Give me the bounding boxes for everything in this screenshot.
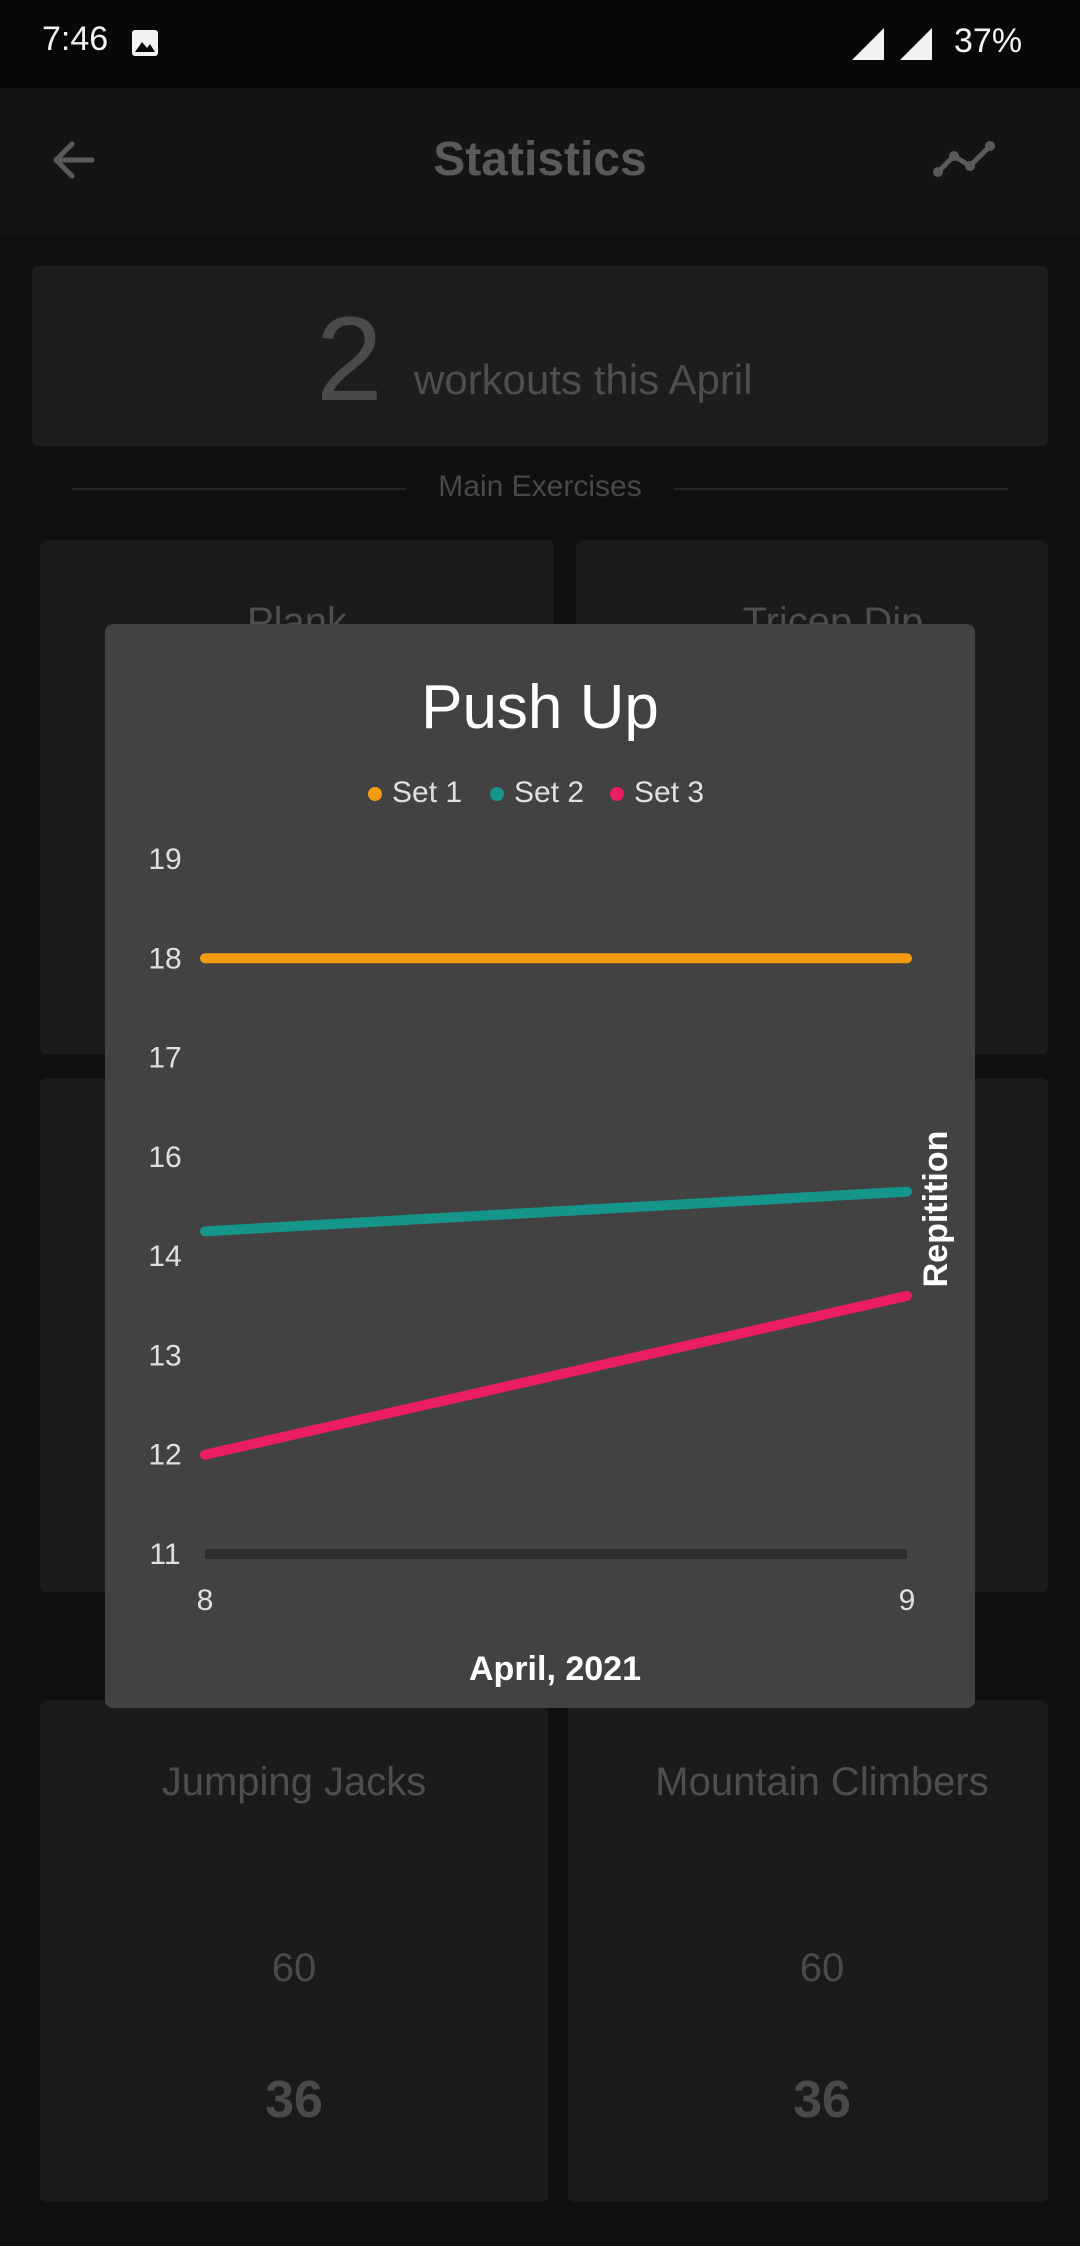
y-tick-label: 14	[148, 1240, 181, 1273]
exercise-value: 60	[271, 1946, 317, 1990]
divider	[674, 488, 1008, 490]
exercise-best: 36	[265, 2071, 323, 2129]
exercise-best: 36	[793, 2071, 851, 2129]
battery-percent: 37%	[954, 22, 1023, 60]
y-tick-label: 11	[149, 1538, 180, 1571]
x-tick-label: 9	[899, 1584, 916, 1617]
legend-item-set-1: Set 1	[368, 776, 462, 810]
legend-dot	[490, 787, 504, 802]
legend-label: Set 1	[392, 776, 463, 809]
exercise-card-jumping-jacks[interactable]	[40, 1700, 548, 2202]
page-title: Statistics	[433, 133, 647, 186]
app-bar	[0, 88, 1080, 234]
chart-title: Push Up	[421, 673, 659, 742]
status-time: 7:46	[42, 20, 109, 58]
exercise-title: Jumping Jacks	[161, 1760, 427, 1804]
x-tick-label: 8	[197, 1584, 214, 1617]
y-tick-label: 16	[148, 1141, 181, 1174]
back-arrow-icon[interactable]	[48, 138, 98, 182]
series-line-set-3	[200, 1290, 912, 1460]
line-chart: 19 18 17 16 14 13 12 11 8 9 April, 2021 Repitition	[148, 843, 955, 1688]
y-axis-label: Repitition	[917, 1131, 955, 1288]
signal-icon	[852, 28, 884, 60]
line-chart-icon[interactable]	[932, 138, 996, 178]
y-tick-label: 12	[148, 1439, 181, 1472]
signal-icon	[900, 28, 932, 60]
exercise-value: 60	[799, 1946, 845, 1990]
exercise-title: Mountain Climbers	[655, 1760, 989, 1804]
y-tick-label: 17	[148, 1042, 181, 1075]
chart-dialog	[105, 624, 975, 1708]
workouts-summary-card	[32, 266, 1048, 446]
y-tick-label: 18	[148, 942, 181, 975]
workouts-label: workouts this April	[414, 356, 753, 403]
x-axis-label: April, 2021	[469, 1650, 641, 1688]
exercise-card-mountain-climbers[interactable]	[568, 1700, 1048, 2202]
legend-label: Set 2	[514, 776, 585, 809]
image-notification-icon	[132, 30, 158, 56]
legend-item-set-3: Set 3	[610, 776, 704, 810]
legend-dot	[610, 787, 624, 802]
workouts-count: 2	[316, 292, 383, 426]
legend-label: Set 3	[634, 776, 705, 809]
legend-dot	[368, 787, 382, 802]
y-tick-label: 13	[148, 1339, 181, 1372]
divider	[72, 488, 406, 490]
series-line-set-2	[200, 1186, 912, 1237]
legend-item-set-2: Set 2	[490, 776, 584, 810]
status-bar	[0, 0, 1080, 88]
y-tick-label: 19	[148, 843, 181, 876]
section-label: Main Exercises	[438, 470, 642, 503]
